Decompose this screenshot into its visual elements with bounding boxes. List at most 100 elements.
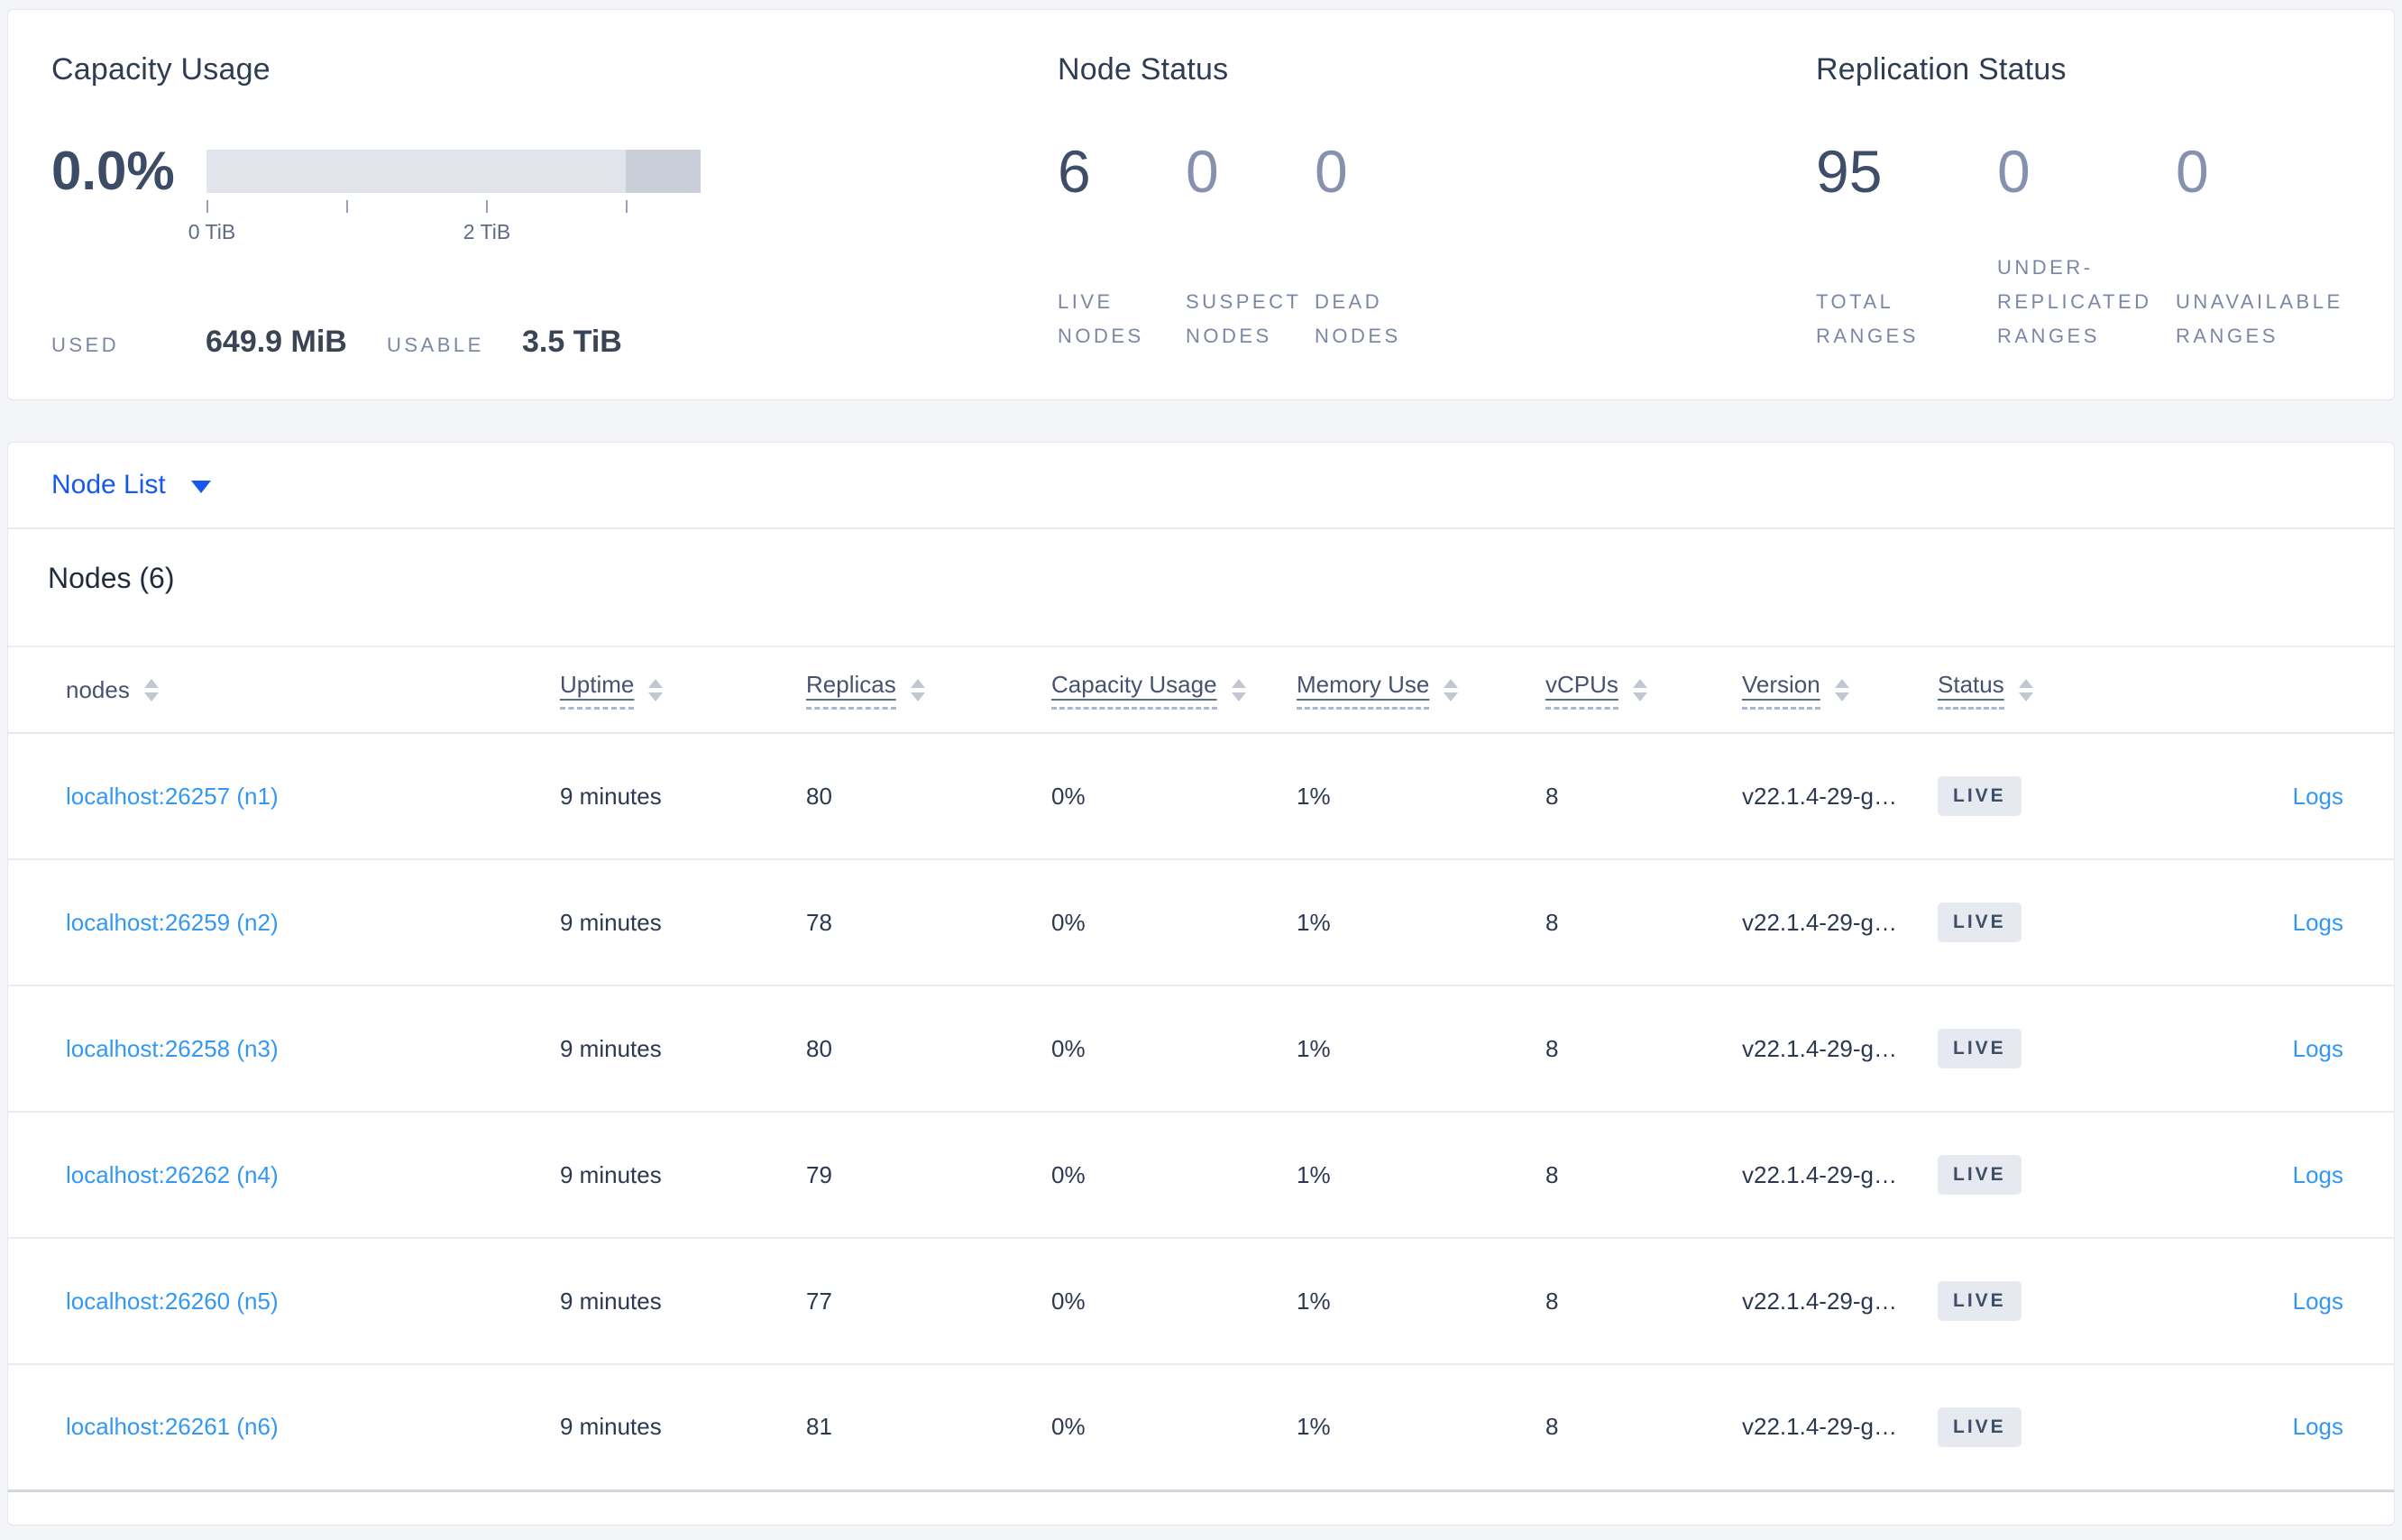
node-status-metrics: 6 LIVE NODES 0 SUSPECT NODES 0 DEAD NODE…: [1058, 137, 1707, 353]
unavailable-ranges-value: 0: [2176, 138, 2209, 205]
logs-link[interactable]: Logs: [2292, 782, 2343, 810]
status-badge: LIVE: [1938, 1281, 2022, 1321]
sort-icon: [910, 678, 925, 701]
memory-use-cell: 1%: [1297, 859, 1545, 986]
version-cell: v22.1.4-29-g…: [1742, 1238, 1938, 1365]
vcpus-cell: 8: [1545, 859, 1742, 986]
capacity-usage-cell: 0%: [1051, 1112, 1297, 1239]
capacity-usage-cell: 0%: [1051, 1364, 1297, 1492]
replication-status-section: Replication Status 95 TOTAL RANGES 0 UND…: [1816, 51, 2393, 353]
nodes-table-section: Nodes (6) nodes Uptime: [8, 529, 2394, 1523]
status-badge: LIVE: [1938, 1029, 2022, 1068]
total-ranges-value: 95: [1816, 138, 1883, 205]
suspect-nodes-metric: 0 SUSPECT NODES: [1186, 137, 1315, 353]
live-nodes-metric: 6 LIVE NODES: [1058, 137, 1186, 353]
node-list-dropdown-label: Node List: [51, 470, 166, 500]
column-header-memory-use[interactable]: Memory Use: [1297, 646, 1545, 734]
suspect-nodes-label: SUSPECT NODES: [1186, 290, 1302, 347]
nodes-table: nodes Uptime Replicas: [8, 646, 2394, 1492]
column-header-logs: [2154, 646, 2394, 734]
dead-nodes-label: DEAD NODES: [1315, 290, 1401, 347]
uptime-cell: 9 minutes: [560, 1238, 806, 1365]
node-list-dropdown[interactable]: Node List: [51, 470, 211, 500]
column-header-status[interactable]: Status: [1938, 646, 2154, 734]
column-header-capacity-usage[interactable]: Capacity Usage: [1051, 646, 1297, 734]
memory-use-cell: 1%: [1297, 1364, 1545, 1492]
capacity-bar-reserved-segment: [626, 150, 701, 193]
used-label: USED: [51, 334, 120, 356]
under-replicated-ranges-label: UNDER-REPLICATED RANGES: [1997, 256, 2152, 347]
uptime-cell: 9 minutes: [560, 1364, 806, 1492]
capacity-usage-cell: 0%: [1051, 859, 1297, 986]
uptime-cell: 9 minutes: [560, 1112, 806, 1239]
logs-link[interactable]: Logs: [2292, 1034, 2343, 1062]
status-badge: LIVE: [1938, 1155, 2022, 1195]
memory-use-cell: 1%: [1297, 985, 1545, 1113]
under-replicated-ranges-value: 0: [1997, 138, 2031, 205]
node-list-panel: Node List Nodes (6) nodes: [7, 442, 2395, 1526]
capacity-usage-cell: 0%: [1051, 733, 1297, 860]
column-header-vcpus[interactable]: vCPUs: [1545, 646, 1742, 734]
used-value: 649.9 MiB: [206, 325, 347, 359]
node-address-link[interactable]: localhost:26260 (n5): [66, 1287, 279, 1315]
node-address-link[interactable]: localhost:26261 (n6): [66, 1413, 279, 1441]
capacity-usage-cell: 0%: [1051, 1238, 1297, 1365]
table-row: localhost:26260 (n5) 9 minutes 77 0% 1% …: [8, 1238, 2394, 1365]
replicas-cell: 80: [806, 733, 1051, 860]
node-address-link[interactable]: localhost:26262 (n4): [66, 1160, 279, 1188]
vcpus-cell: 8: [1545, 733, 1742, 860]
sort-icon: [1231, 678, 1246, 701]
uptime-cell: 9 minutes: [560, 859, 806, 986]
column-header-nodes[interactable]: nodes: [8, 646, 560, 734]
table-row: localhost:26258 (n3) 9 minutes 80 0% 1% …: [8, 985, 2394, 1113]
column-header-replicas[interactable]: Replicas: [806, 646, 1051, 734]
logs-link[interactable]: Logs: [2292, 1160, 2343, 1188]
sort-icon: [2018, 678, 2033, 701]
axis-tick-label: 0 TiB: [188, 220, 236, 243]
replicas-cell: 79: [806, 1112, 1051, 1239]
vcpus-cell: 8: [1545, 985, 1742, 1113]
replication-status-title: Replication Status: [1816, 52, 2067, 87]
column-header-uptime[interactable]: Uptime: [560, 646, 806, 734]
chevron-down-icon: [190, 481, 211, 493]
node-address-link[interactable]: localhost:26259 (n2): [66, 908, 279, 936]
vcpus-cell: 8: [1545, 1364, 1742, 1492]
vcpus-cell: 8: [1545, 1112, 1742, 1239]
node-status-title: Node Status: [1058, 52, 1229, 87]
capacity-bar: [206, 150, 701, 193]
column-header-version[interactable]: Version: [1742, 646, 1938, 734]
status-badge: LIVE: [1938, 903, 2022, 942]
replicas-cell: 81: [806, 1364, 1051, 1492]
node-status-section: Node Status 6 LIVE NODES 0 SUSPECT NODES…: [1058, 51, 1707, 353]
logs-link[interactable]: Logs: [2292, 1287, 2343, 1315]
axis-tick-label: 2 TiB: [463, 220, 511, 243]
capacity-usage-cell: 0%: [1051, 985, 1297, 1113]
capacity-usage-title: Capacity Usage: [51, 52, 270, 87]
status-badge: LIVE: [1938, 1407, 2022, 1447]
capacity-bar-usable-segment: [206, 150, 626, 193]
node-address-link[interactable]: localhost:26257 (n1): [66, 782, 279, 810]
replication-metrics: 95 TOTAL RANGES 0 UNDER-REPLICATED RANGE…: [1816, 137, 2393, 353]
unavailable-ranges-label: UNAVAILABLE RANGES: [2176, 290, 2343, 347]
logs-link[interactable]: Logs: [2292, 1413, 2343, 1441]
logs-link[interactable]: Logs: [2292, 908, 2343, 936]
total-ranges-metric: 95 TOTAL RANGES: [1816, 137, 1997, 353]
sort-icon: [1632, 678, 1647, 701]
replicas-cell: 80: [806, 985, 1051, 1113]
replicas-cell: 78: [806, 859, 1051, 986]
uptime-cell: 9 minutes: [560, 985, 806, 1113]
capacity-usage-section: Capacity Usage 0.0% 0 TiB 2 TiB USED 649…: [51, 51, 827, 360]
table-header-row: nodes Uptime Replicas: [8, 646, 2394, 734]
view-selector-bar: Node List: [8, 443, 2394, 529]
live-nodes-label: LIVE NODES: [1058, 290, 1144, 347]
node-address-link[interactable]: localhost:26258 (n3): [66, 1034, 279, 1062]
table-row: localhost:26261 (n6) 9 minutes 81 0% 1% …: [8, 1364, 2394, 1492]
version-cell: v22.1.4-29-g…: [1742, 1112, 1938, 1239]
sort-icon: [648, 678, 664, 701]
under-replicated-ranges-metric: 0 UNDER-REPLICATED RANGES: [1997, 137, 2176, 353]
memory-use-cell: 1%: [1297, 1238, 1545, 1365]
version-cell: v22.1.4-29-g…: [1742, 859, 1938, 986]
axis-tick: [626, 200, 628, 213]
cluster-summary-panel: Capacity Usage 0.0% 0 TiB 2 TiB USED 649…: [7, 9, 2395, 400]
sort-icon: [1444, 678, 1459, 701]
